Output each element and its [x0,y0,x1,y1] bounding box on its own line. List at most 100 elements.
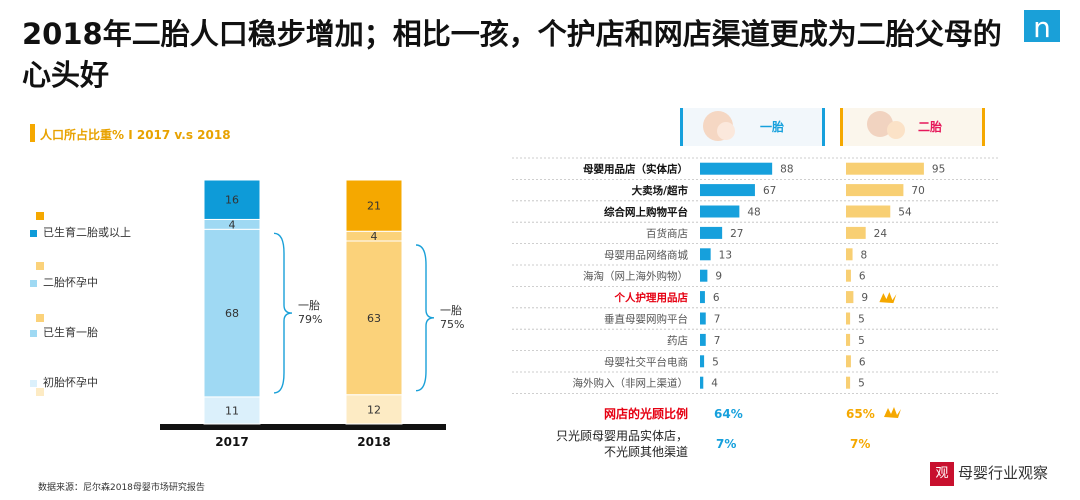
data-label: 63 [367,312,381,325]
data-label: 88 [780,164,793,176]
data-label: 12 [367,403,381,416]
bar-first-child [700,248,711,261]
annotation-label: 一胎 [298,298,320,312]
legend-orange-square [36,212,44,220]
data-source: 数据来源：尼尔森2018母婴市场研究报告 [38,483,205,493]
summary-value-second-child: 65% [846,407,875,421]
category-label: 药店 [667,334,688,347]
data-label: 68 [225,307,239,320]
bar-first-child [700,269,708,282]
data-label: 48 [747,207,760,219]
category-label: 2017 [215,435,248,449]
second-child-header-label: 二胎 [918,119,942,134]
right-header-graphics: 一胎 二胎 [680,108,985,146]
data-label: 4 [711,378,718,390]
category-label: 个人护理用品店 [614,291,689,304]
legend-item: 已生育二胎或以上 [30,224,210,240]
bar-second-child [846,376,851,389]
data-label: 70 [911,185,924,197]
bar-second-child [846,312,851,325]
bar-first-child [700,376,704,389]
bar-first-child [700,184,755,197]
category-label: 垂直母婴网购平台 [604,313,688,326]
bracket [273,232,293,394]
data-label: 16 [225,194,239,207]
data-label: 27 [730,228,743,240]
left-chart-title: 人口所占比重% I 2017 v.s 2018 [40,128,231,142]
first-child-header-bar-right [822,108,825,146]
bracket [415,244,435,392]
data-label: 9 [715,271,722,283]
category-label: 母婴用品网络商城 [604,248,688,261]
legend-item: 初胎怀孕中 [30,374,210,390]
legend-label: 已生育一胎 [43,326,98,339]
x-axis-baseline [160,424,446,430]
bar-second-child [846,333,851,346]
nielsen-logo-letter: n [1033,11,1051,42]
first-child-header-label: 一胎 [760,119,784,134]
data-label: 4 [371,230,378,243]
nielsen-logo: n [1024,10,1060,42]
annotation-label: 一胎 [440,303,462,317]
data-label: 6 [713,292,720,304]
summary-label-line1: 只光顾母婴用品实体店， [556,428,688,443]
category-label: 海淘（网上海外购物） [583,270,688,283]
nielsen-logo-mark: n [1033,11,1051,42]
data-label: 8 [861,249,868,261]
data-label: 9 [861,292,868,304]
data-label: 4 [229,218,236,231]
legend-item: 二胎怀孕中 [30,274,210,290]
category-label: 百货商店 [646,227,688,240]
legend-label: 初胎怀孕中 [43,376,98,389]
bar-first-child [700,333,706,346]
second-child-header-bar [840,108,843,146]
data-label: 21 [367,200,381,213]
category-label: 综合网上购物平台 [604,206,688,219]
watermark-text: 母婴行业观察 [958,464,1049,482]
legend-swatch [30,279,37,287]
bar-second-child [846,184,904,197]
category-label: 海外购入（非网上渠道） [573,377,689,390]
legend-label: 已生育二胎或以上 [43,226,131,239]
subtitle-accent-bar [30,124,35,142]
bar-segment [345,179,403,232]
data-label: 5 [712,356,719,368]
data-label: 5 [858,314,865,326]
data-label: 6 [859,356,866,368]
data-label: 54 [898,207,912,219]
bar-segment [203,179,261,220]
data-label: 6 [859,271,866,283]
data-label: 7 [714,314,721,326]
data-label: 7 [714,335,721,347]
bar-second-child [846,291,854,304]
data-label: 11 [225,404,239,417]
data-label: 5 [858,335,865,347]
category-label: 母婴社交平台电商 [604,355,688,368]
category-label: 大卖场/超市 [632,184,689,197]
bar-second-child [846,269,851,282]
bar-second-child [846,205,891,218]
bar-second-child [846,248,853,261]
summary-value-first-child: 64% [714,407,743,421]
bar-first-child [700,226,723,239]
category-label: 2018 [357,435,390,449]
legend-swatch [30,379,37,387]
page-title: 2018年二胎人口稳步增加；相比一孩，个护店和网店渠道更成为二胎父母的心头好 [22,17,1002,92]
bar-second-child [846,226,866,239]
bar-segment [203,228,261,398]
legend-orange-square [36,388,44,396]
first-child-header-bar [680,108,683,146]
legend-orange-square [36,262,44,270]
data-label: 5 [858,378,865,390]
baby-photo-icon-face [717,122,735,140]
family-photo-icon-child [887,121,905,139]
data-label: 13 [719,249,732,261]
watermark-logo: 观 [930,462,954,486]
hand-pointer-icon [879,292,897,304]
bar-first-child [700,312,706,325]
bar-second-child [846,355,851,368]
bar-segment [345,240,403,396]
family-photo-icon [867,111,893,137]
